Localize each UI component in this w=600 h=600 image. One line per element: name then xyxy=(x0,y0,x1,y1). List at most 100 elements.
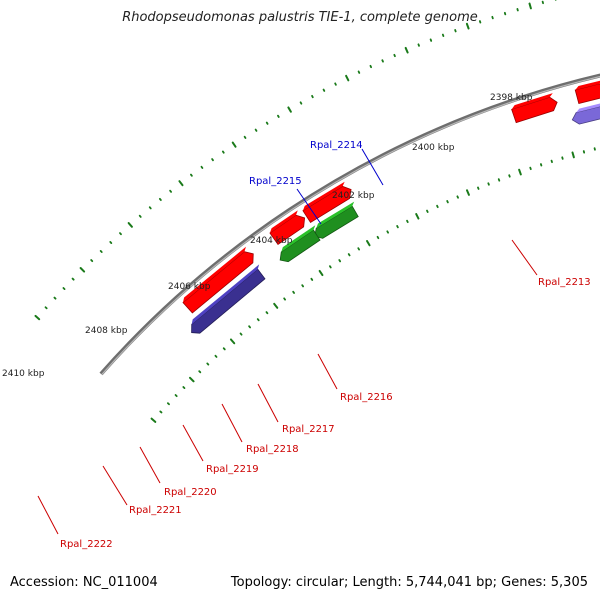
leader-lines-layer xyxy=(37,148,538,535)
outer-tick-mark xyxy=(287,106,292,113)
outer-tick-mark xyxy=(429,38,433,42)
accession-text: Accession: NC_011004 xyxy=(10,575,158,590)
gene-label[interactable]: Rpal_2222 xyxy=(60,539,113,550)
inner-tick-mark xyxy=(426,209,429,213)
inner-tick-mark xyxy=(256,318,260,322)
kbp-labels-layer: 2398 kbp 2400 kbp 2402 kbp 2404 kbp 2406 kbp… xyxy=(2,93,533,379)
outer-tick-mark xyxy=(71,277,75,281)
map-title: Rhodopseudomonas palustris TIE-1, comple… xyxy=(122,10,478,25)
outer-tick-mark xyxy=(478,20,482,24)
outer-tick-mark xyxy=(178,180,184,187)
gene-label[interactable]: Rpal_2215 xyxy=(249,176,302,187)
inner-tick-mark xyxy=(229,338,236,345)
feature-green-gene xyxy=(279,225,321,263)
inner-tick-mark xyxy=(415,213,420,220)
outer-tick-mark xyxy=(381,59,384,63)
outer-tick-mark xyxy=(44,306,48,310)
outer-tick-mark xyxy=(322,88,326,92)
inner-tick-mark xyxy=(328,265,332,269)
inner-tick-mark xyxy=(366,239,371,247)
inner-tick-mark xyxy=(273,302,279,309)
kbp-label: 2402 kbp xyxy=(332,191,375,201)
genome-backbone-highlight xyxy=(101,75,600,375)
outer-tick-mark xyxy=(369,64,373,69)
kbp-label: 2400 kbp xyxy=(412,143,455,153)
outer-tick-mark xyxy=(109,241,113,244)
feature-red-gene xyxy=(182,246,254,314)
inner-tick-mark xyxy=(465,189,470,196)
outer-tick-mark xyxy=(357,70,361,74)
outer-tick-mark xyxy=(148,206,152,210)
outer-tick-mark xyxy=(311,94,314,99)
outer-tick-mark xyxy=(119,232,122,236)
outer-tick-mark xyxy=(190,173,193,177)
features-layer xyxy=(182,80,600,334)
gene-leader-line xyxy=(317,353,338,390)
inner-tick-mark xyxy=(239,332,243,336)
feature-red-gene xyxy=(269,210,306,246)
inner-tick-mark xyxy=(265,311,269,315)
inner-tick-mark xyxy=(539,163,543,167)
outer-tick-mark xyxy=(345,74,350,82)
outer-tick-mark xyxy=(200,165,204,169)
inner-tick-mark xyxy=(529,166,532,171)
outer-tick-mark xyxy=(441,33,445,37)
feature-red-gene xyxy=(574,80,600,105)
inner-tick-mark xyxy=(166,402,170,406)
gene-label[interactable]: Rpal_2213 xyxy=(538,277,591,288)
feature-navy-gene xyxy=(191,264,266,334)
outer-tick-mark xyxy=(138,214,142,218)
gene-leader-line xyxy=(257,383,279,423)
feature-purple-gene xyxy=(571,103,600,125)
outer-tick-mark xyxy=(417,43,420,47)
inner-tick-mark xyxy=(292,290,295,294)
inner-tick-mark xyxy=(248,325,251,329)
kbp-label: 2404 kbp xyxy=(250,236,293,246)
gene-leader-line xyxy=(511,239,538,276)
inner-tick-mark xyxy=(456,195,459,199)
inner-tick-mark xyxy=(508,174,511,178)
outer-tick-mark xyxy=(277,114,280,118)
inner-tick-mark xyxy=(310,277,314,281)
outer-tick-mark xyxy=(169,189,173,193)
inner-tick-mark xyxy=(446,200,449,204)
gene-label[interactable]: Rpal_2219 xyxy=(206,464,259,475)
gene-label[interactable]: Rpal_2221 xyxy=(129,505,182,516)
gene-leader-line xyxy=(296,188,322,225)
inner-tick-mark xyxy=(347,253,351,257)
inner-tick-mark xyxy=(159,410,163,414)
backbone-layer xyxy=(99,73,600,376)
kbp-label: 2408 kbp xyxy=(85,326,128,336)
inner-tick-mark xyxy=(150,417,157,423)
inner-tick-mark xyxy=(376,235,380,240)
inner-tick-mark xyxy=(357,247,361,251)
outer-tick-mark xyxy=(334,82,337,86)
outer-tick-mark xyxy=(211,158,214,162)
inner-tick-mark xyxy=(396,225,399,229)
inner-tick-mark xyxy=(189,376,195,383)
outer-tick-mark xyxy=(404,46,409,54)
gene-label[interactable]: Rpal_2216 xyxy=(340,392,393,403)
inner-tick-mark xyxy=(198,370,202,374)
genome-backbone xyxy=(99,73,600,376)
inner-tick-mark xyxy=(283,297,287,301)
kbp-label: 2398 kbp xyxy=(490,93,533,103)
outer-tick-mark xyxy=(465,22,470,30)
outer-tick-mark xyxy=(99,250,103,253)
outer-tick-mark xyxy=(221,150,225,154)
inner-tick-mark xyxy=(406,219,409,224)
gene-leader-line xyxy=(361,148,384,186)
gene-leader-line xyxy=(182,424,204,462)
inner-tick-mark xyxy=(487,182,490,186)
outer-tick-mark xyxy=(53,296,57,300)
gene-label[interactable]: Rpal_2217 xyxy=(282,424,335,435)
gene-label[interactable]: Rpal_2220 xyxy=(164,487,217,498)
inner-tick-mark xyxy=(222,347,226,351)
outer-tick-mark xyxy=(231,141,237,148)
outer-tick-mark xyxy=(62,287,66,291)
inner-tick-mark xyxy=(174,394,178,398)
inner-tick-mark xyxy=(436,204,439,209)
outer-tick-mark xyxy=(79,267,86,273)
gene-label[interactable]: Rpal_2214 xyxy=(310,140,363,151)
gene-label[interactable]: Rpal_2218 xyxy=(246,444,299,455)
